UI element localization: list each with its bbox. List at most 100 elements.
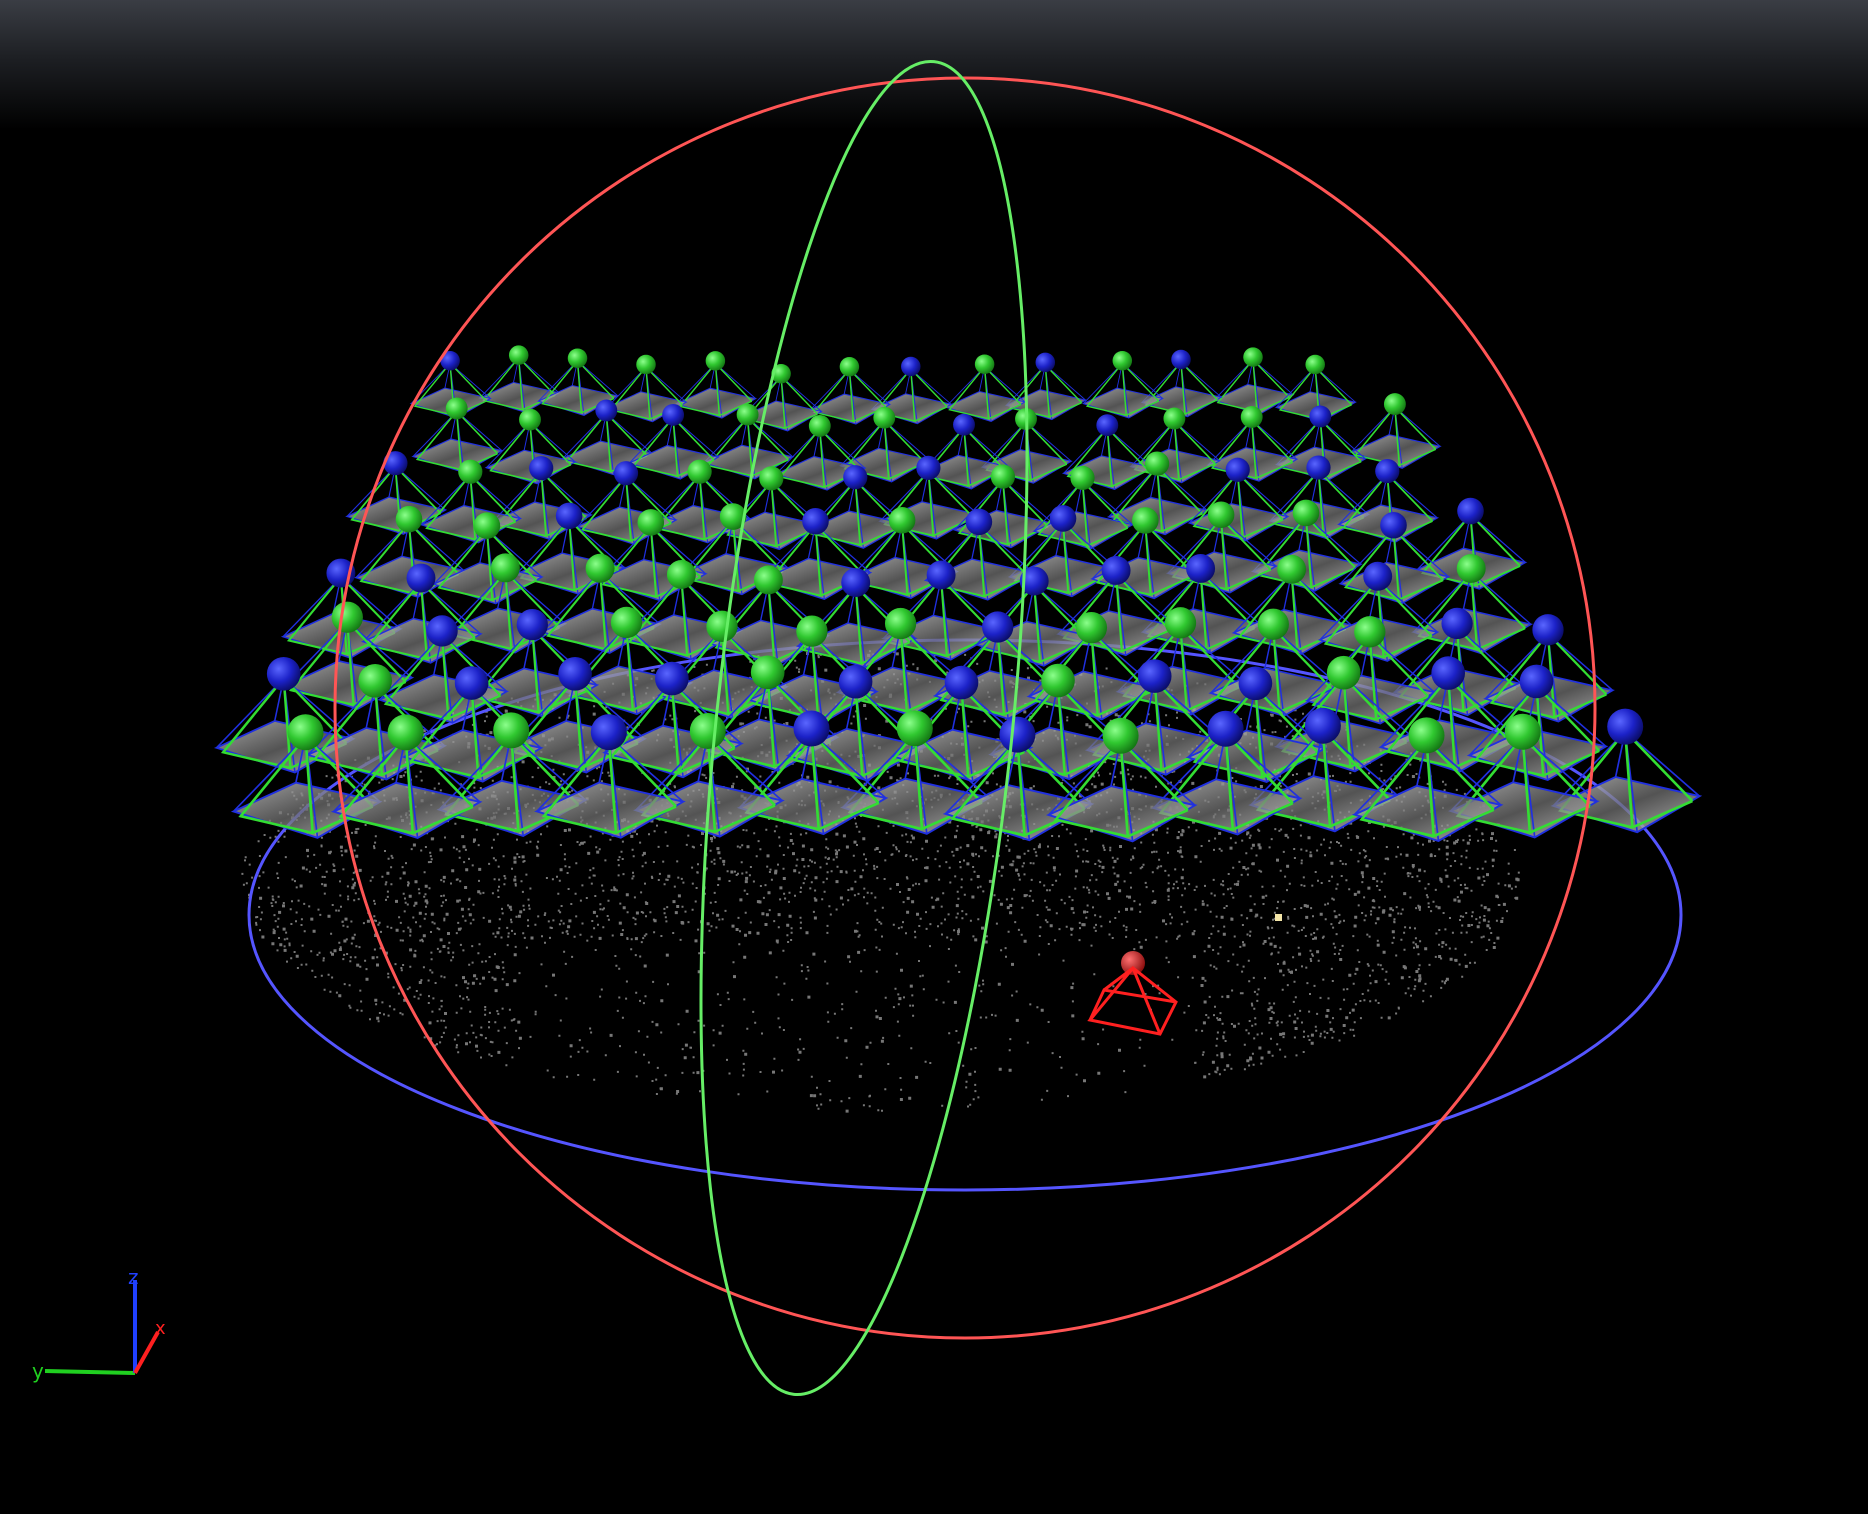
- camera-frustum[interactable]: [490, 456, 593, 540]
- frustum-image-plane: [795, 622, 918, 669]
- camera-center-sphere: [838, 664, 873, 699]
- frustum-edges-blue: [879, 470, 979, 539]
- camera-frustum[interactable]: [891, 665, 1034, 783]
- camera-frustum[interactable]: [870, 356, 953, 425]
- frustum-image-plane: [1351, 784, 1504, 843]
- camera-center-sphere: [719, 503, 747, 530]
- frustum-edges-blue: [485, 422, 576, 484]
- camera-frustum[interactable]: [1004, 352, 1088, 421]
- frustum-edges-blue: [562, 413, 652, 475]
- frustum-edges-blue: [1063, 427, 1153, 490]
- camera-center-sphere: [796, 615, 828, 647]
- frustum-edges-blue: [447, 571, 566, 653]
- frustum-edges-blue: [775, 428, 866, 491]
- frustum-edges-blue: [403, 686, 542, 782]
- camera-frustum[interactable]: [420, 459, 523, 544]
- camera-frustum[interactable]: [674, 351, 758, 419]
- camera-center-sphere: [662, 403, 685, 426]
- camera-frustum[interactable]: [1212, 347, 1295, 415]
- camera-frustum[interactable]: [330, 714, 483, 840]
- camera-array[interactable]: [213, 345, 1703, 843]
- frustum-edges-blue: [362, 581, 482, 663]
- camera-frustum[interactable]: [942, 716, 1095, 842]
- camera-frustum[interactable]: [1250, 499, 1363, 592]
- camera-center-sphere: [1457, 497, 1484, 525]
- frustum-edges-blue: [346, 465, 446, 535]
- frustum-edges-blue: [623, 577, 742, 660]
- camera-center-sphere: [490, 553, 520, 583]
- trackball-ring-x[interactable]: [333, 76, 1597, 1340]
- camera-center-sphere: [585, 553, 615, 583]
- camera-center-sphere: [1292, 499, 1320, 527]
- camera-frustum[interactable]: [411, 397, 504, 474]
- frustum-edges-blue: [1009, 521, 1119, 597]
- frustum-edges-blue: [438, 734, 587, 837]
- frustum-edges-blue: [410, 362, 491, 418]
- camera-center-sphere: [1240, 406, 1263, 428]
- frustum-edges-blue: [848, 523, 958, 599]
- frustum-edges-blue: [1275, 676, 1414, 772]
- camera-center-sphere: [1171, 349, 1191, 370]
- camera-center-sphere: [753, 565, 783, 595]
- camera-frustum[interactable]: [1448, 713, 1600, 839]
- frustum-image-plane: [1081, 387, 1165, 419]
- frustum-edges-blue: [1338, 473, 1438, 543]
- camera-center-sphere: [1363, 561, 1393, 591]
- camera-frustum[interactable]: [534, 714, 686, 839]
- frustum-edges-blue: [676, 363, 756, 419]
- camera-center-sphere: [873, 406, 896, 429]
- camera-frustum[interactable]: [805, 465, 908, 549]
- camera-center-sphere: [440, 350, 460, 371]
- camera-frustum[interactable]: [1045, 717, 1198, 843]
- camera-frustum[interactable]: [736, 710, 889, 836]
- target-point-marker: [1275, 914, 1282, 921]
- camera-center-sphere: [395, 505, 423, 533]
- camera-frustum[interactable]: [1140, 349, 1223, 418]
- camera-frustum[interactable]: [560, 399, 654, 476]
- camera-frustum[interactable]: [918, 413, 1011, 490]
- camera-frustum[interactable]: [1349, 393, 1442, 469]
- frustum-edges-blue: [507, 677, 646, 773]
- camera-center-sphere: [1354, 616, 1386, 648]
- selected-camera-frustum: [1087, 965, 1178, 1036]
- camera-frustum[interactable]: [944, 354, 1027, 422]
- camera-center-sphere: [808, 414, 831, 437]
- camera-center-sphere: [1238, 666, 1273, 701]
- axis-z-label: z: [128, 1265, 139, 1289]
- camera-frustum[interactable]: [1351, 717, 1504, 843]
- frustum-edges-blue: [1213, 359, 1294, 415]
- camera-frustum[interactable]: [627, 403, 720, 480]
- camera-frustum[interactable]: [1150, 710, 1303, 836]
- camera-frustum[interactable]: [1248, 707, 1400, 833]
- camera-center-sphere: [916, 455, 941, 480]
- frustum-edges-blue: [628, 417, 719, 480]
- camera-center-sphere: [406, 563, 436, 593]
- frustum-edges-blue: [1233, 572, 1352, 655]
- camera-frustum[interactable]: [305, 664, 448, 781]
- camera-frustum[interactable]: [702, 403, 795, 480]
- camera-frustum[interactable]: [605, 354, 688, 423]
- camera-center-sphere: [1532, 614, 1564, 646]
- frustum-edges-blue: [806, 479, 906, 549]
- camera-center-sphere: [1102, 717, 1139, 754]
- camera-frustum[interactable]: [808, 357, 892, 425]
- frustum-edges-blue: [945, 366, 1026, 422]
- camera-center-sphere: [331, 601, 363, 633]
- camera-center-sphere: [1456, 553, 1486, 583]
- camera-center-sphere: [610, 606, 643, 639]
- frustum-edges-blue: [810, 369, 890, 425]
- camera-frustum[interactable]: [774, 414, 867, 491]
- camera-center-sphere: [888, 506, 916, 534]
- frustum-edges-blue: [1047, 739, 1196, 842]
- frustum-edges-blue: [919, 427, 1010, 489]
- camera-frustum[interactable]: [1081, 350, 1165, 419]
- ring-x-circle[interactable]: [333, 76, 1597, 1340]
- camera-frustum[interactable]: [478, 345, 561, 413]
- selected-camera[interactable]: [1087, 951, 1178, 1036]
- camera-center-sphere: [901, 356, 921, 377]
- camera-frustum[interactable]: [740, 363, 823, 432]
- camera-center-sphere: [358, 664, 393, 698]
- camera-frustum[interactable]: [1206, 406, 1299, 482]
